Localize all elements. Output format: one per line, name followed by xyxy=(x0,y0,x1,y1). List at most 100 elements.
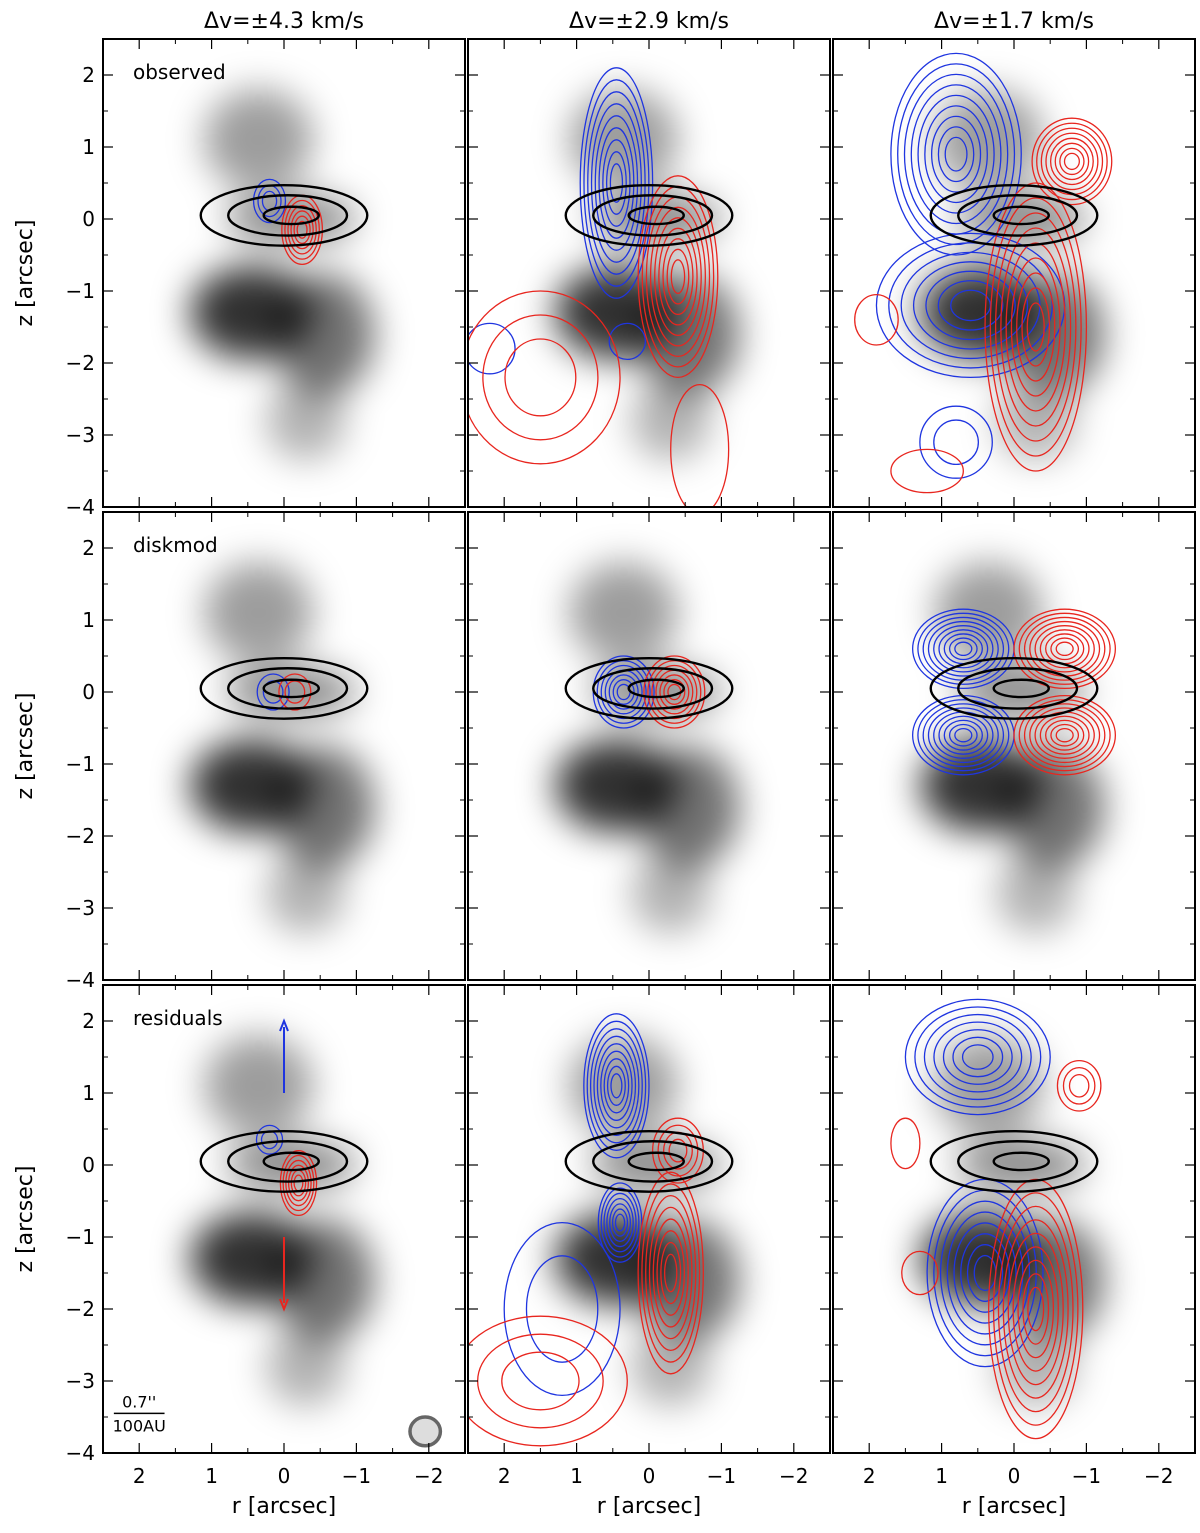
continuum-contour xyxy=(227,194,349,237)
blue-contour xyxy=(948,637,978,661)
blue-contour xyxy=(593,1035,640,1136)
blue-contour xyxy=(914,1006,1042,1108)
red-contour xyxy=(287,205,317,255)
red-contour xyxy=(287,1164,310,1202)
red-contour xyxy=(890,448,964,494)
panel-observed-1: observed xyxy=(102,38,466,508)
red-contour xyxy=(1049,137,1094,186)
red-contour xyxy=(504,338,577,417)
grayscale-blob xyxy=(934,562,1043,664)
x-tick-label: 0 xyxy=(643,1464,656,1488)
blue-contour xyxy=(917,94,995,214)
blue-contour xyxy=(579,67,654,299)
continuum-contour xyxy=(992,205,1050,226)
red-arrow xyxy=(279,1237,289,1312)
blue-contour xyxy=(602,139,631,227)
blue-contour xyxy=(608,674,639,710)
grayscale-blob xyxy=(265,381,346,461)
blue-contour xyxy=(927,620,999,677)
blue-contour xyxy=(952,1036,1004,1078)
y-tick-label: 2 xyxy=(82,1009,95,1033)
column-header: Δv=±1.7 km/s xyxy=(934,9,1094,34)
red-contour xyxy=(1012,1246,1059,1372)
red-contour xyxy=(1022,1273,1050,1345)
blue-contour xyxy=(943,719,983,751)
grayscale-blob xyxy=(273,746,375,869)
panel-frame xyxy=(832,38,1196,508)
red-contour xyxy=(501,1351,580,1411)
ticks xyxy=(467,511,831,981)
continuum-contour xyxy=(929,1129,1099,1193)
grayscale-blob xyxy=(569,1035,678,1137)
red-contour xyxy=(1023,703,1106,768)
y-tick-label: −3 xyxy=(66,1369,95,1393)
continuum-contour xyxy=(262,1151,320,1172)
panel-frame xyxy=(467,511,831,981)
blue-contour xyxy=(609,163,624,203)
panel-diskmod-3 xyxy=(832,511,1196,981)
red-contour xyxy=(1005,242,1066,412)
x-axis-label: r [arcsec] xyxy=(597,1494,701,1519)
blue-contour xyxy=(933,625,994,673)
red-contour xyxy=(468,1315,628,1447)
blue-contour xyxy=(600,1187,640,1258)
continuum-contours xyxy=(929,1129,1099,1193)
blue-contour xyxy=(598,127,635,239)
blue-contour xyxy=(942,1029,1013,1085)
blue-contour xyxy=(954,727,973,743)
continuum-contours xyxy=(199,656,369,720)
y-tick-label: −1 xyxy=(66,279,95,303)
y-tick-label: −1 xyxy=(66,1225,95,1249)
red-contour xyxy=(994,212,1077,442)
grayscale-blob xyxy=(638,1219,740,1342)
y-tick-label: −2 xyxy=(66,351,95,375)
grayscale-blob xyxy=(630,1327,711,1407)
red-contour xyxy=(663,679,686,705)
scale-bar: 0.7'' 100AU xyxy=(113,1392,166,1435)
red-contour xyxy=(890,1117,921,1170)
grayscale-blob xyxy=(630,381,711,461)
red-contour xyxy=(1013,694,1117,776)
blue-contours xyxy=(875,52,1066,479)
beam-ellipse xyxy=(408,1415,443,1448)
scale-bar-top-label: 0.7'' xyxy=(122,1392,156,1411)
red-contour xyxy=(1059,147,1085,176)
blue-contour xyxy=(937,280,1004,331)
ticks xyxy=(102,984,466,1454)
blue-contour xyxy=(925,270,1016,341)
red-contour xyxy=(1039,715,1090,755)
red-contours xyxy=(854,117,1113,494)
red-contour xyxy=(643,655,706,729)
red-contour xyxy=(1027,1286,1045,1332)
red-contour xyxy=(1056,1059,1102,1112)
continuum-contours xyxy=(929,656,1099,720)
y-tick-label: 2 xyxy=(82,63,95,87)
red-contour xyxy=(1021,287,1051,367)
blue-contours xyxy=(503,1013,650,1397)
continuum-contour xyxy=(592,1140,714,1183)
grayscale-blob xyxy=(995,854,1076,934)
blue-contour xyxy=(946,1211,1024,1335)
red-contour xyxy=(1063,152,1080,171)
y-tick-label: −1 xyxy=(66,752,95,776)
blue-contour xyxy=(930,115,982,193)
red-contour xyxy=(657,1124,699,1177)
blue-contour xyxy=(948,723,978,747)
blue-contour xyxy=(917,612,1010,685)
red-contour xyxy=(637,1171,704,1375)
blue-contours xyxy=(468,67,654,375)
blue-contour xyxy=(938,715,989,755)
red-contour xyxy=(901,1250,939,1296)
continuum-contour xyxy=(592,667,714,710)
panel-residuals-3 xyxy=(832,984,1196,1454)
red-contour xyxy=(666,248,690,305)
blue-contour xyxy=(611,1208,629,1237)
grayscale-image xyxy=(189,562,375,934)
x-axis-label: r [arcsec] xyxy=(232,1494,336,1519)
column-header: Δv=±2.9 km/s xyxy=(569,9,729,34)
red-contour xyxy=(1055,641,1074,657)
y-tick-label: −3 xyxy=(66,896,95,920)
red-contour xyxy=(1018,612,1111,685)
red-contour xyxy=(1045,132,1099,191)
blue-contour xyxy=(256,673,290,711)
